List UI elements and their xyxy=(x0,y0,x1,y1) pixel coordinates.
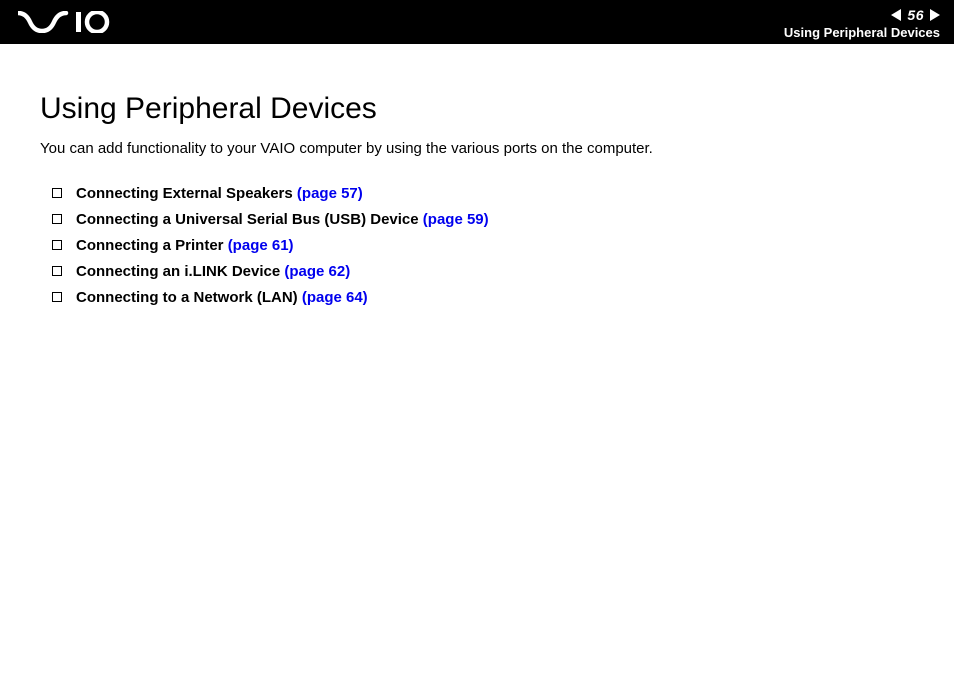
list-item: Connecting an i.LINK Device (page 62) xyxy=(52,263,914,280)
page-nav: 56 xyxy=(891,7,940,23)
square-bullet-icon xyxy=(52,240,62,250)
square-bullet-icon xyxy=(52,266,62,276)
page-content: Using Peripheral Devices You can add fun… xyxy=(0,44,954,306)
topic-label: Connecting a Printer (page 61) xyxy=(76,237,294,254)
prev-page-arrow-icon[interactable] xyxy=(891,9,901,21)
vaio-logo-svg xyxy=(18,11,128,33)
page-ref-link[interactable]: (page 62) xyxy=(284,263,350,280)
vaio-logo xyxy=(18,11,128,33)
next-page-arrow-icon[interactable] xyxy=(930,9,940,21)
square-bullet-icon xyxy=(52,214,62,224)
topic-label: Connecting a Universal Serial Bus (USB) … xyxy=(76,211,489,228)
page-title: Using Peripheral Devices xyxy=(40,92,914,126)
topic-label: Connecting to a Network (LAN) (page 64) xyxy=(76,289,368,306)
list-item: Connecting a Printer (page 61) xyxy=(52,237,914,254)
page-ref-link[interactable]: (page 64) xyxy=(302,289,368,306)
page-ref-link[interactable]: (page 57) xyxy=(297,185,363,202)
square-bullet-icon xyxy=(52,292,62,302)
header-bar: 56 Using Peripheral Devices xyxy=(0,0,954,44)
list-item: Connecting External Speakers (page 57) xyxy=(52,185,914,202)
page-number: 56 xyxy=(907,7,924,23)
topic-link-list: Connecting External Speakers (page 57) C… xyxy=(40,185,914,306)
section-title: Using Peripheral Devices xyxy=(784,25,940,40)
topic-label: Connecting an i.LINK Device (page 62) xyxy=(76,263,350,280)
list-item: Connecting a Universal Serial Bus (USB) … xyxy=(52,211,914,228)
intro-text: You can add functionality to your VAIO c… xyxy=(40,140,914,157)
page-ref-link[interactable]: (page 59) xyxy=(423,211,489,228)
header-right: 56 Using Peripheral Devices xyxy=(784,5,940,40)
list-item: Connecting to a Network (LAN) (page 64) xyxy=(52,289,914,306)
page-ref-link[interactable]: (page 61) xyxy=(228,237,294,254)
topic-label: Connecting External Speakers (page 57) xyxy=(76,185,363,202)
square-bullet-icon xyxy=(52,188,62,198)
